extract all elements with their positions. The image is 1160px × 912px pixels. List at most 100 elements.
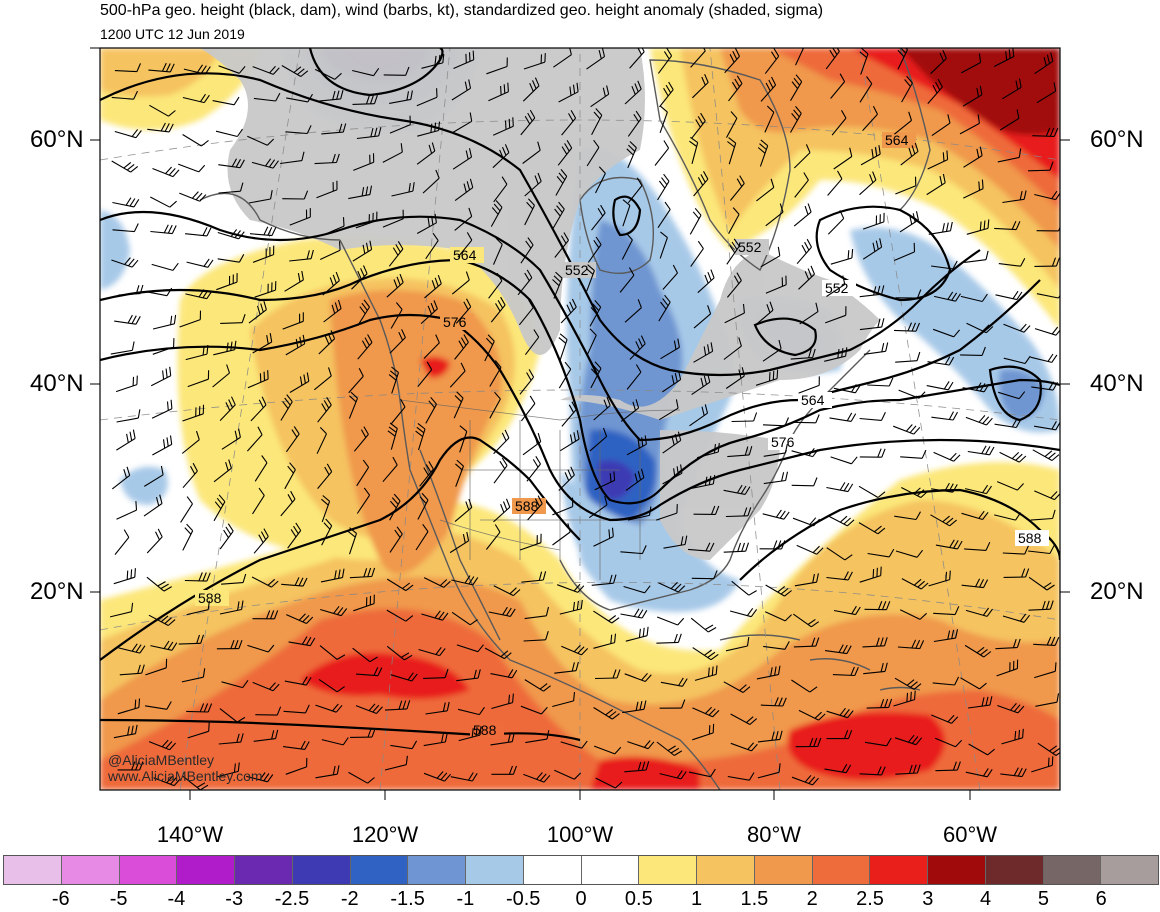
wind-barb (899, 211, 919, 233)
wind-barb (629, 335, 646, 360)
wind-barb (451, 611, 478, 626)
wind-barb (181, 430, 200, 454)
wind-barb (1003, 355, 1031, 365)
wind-barb (995, 638, 1021, 650)
wind-barb (352, 67, 380, 77)
wind-barb (485, 524, 501, 550)
wind-barb (660, 677, 688, 687)
wind-barb (795, 48, 805, 66)
wind-barb (764, 48, 780, 74)
wind-barb (967, 445, 995, 456)
wind-barb (764, 611, 792, 622)
wind-barb (894, 111, 913, 135)
colorbar-bin (350, 856, 409, 884)
wind-barb (893, 242, 916, 262)
wind-barb (560, 430, 580, 452)
wind-barb (689, 207, 702, 235)
contour-labels: 564 576 552 588 564 576 552 564 552 588 … (195, 132, 1049, 738)
wind-barb (318, 330, 336, 355)
wind-barb (246, 772, 274, 783)
wind-barb (182, 523, 194, 551)
boundary-us-mexico (439, 519, 561, 551)
wind-barb (901, 578, 929, 590)
wind-barb (217, 229, 245, 240)
wind-barb (185, 289, 213, 300)
wind-barb (594, 471, 616, 491)
wind-barb (321, 518, 333, 546)
wind-barb (960, 677, 987, 690)
wind-barb (289, 372, 310, 393)
wind-barb (964, 644, 992, 658)
wind-barb (111, 160, 139, 173)
wind-barb (691, 570, 718, 580)
wind-barb (357, 334, 373, 360)
wind-barb (152, 166, 180, 178)
wind-barb (349, 567, 376, 579)
wind-barb (791, 447, 819, 458)
wind-barb (254, 281, 277, 298)
wind-barb (519, 369, 535, 395)
wind-barb (558, 361, 572, 389)
wind-barb (484, 334, 495, 362)
wind-barb (561, 644, 589, 656)
anomaly-region-lightblue-west-edge (100, 210, 130, 290)
wind-barb (1036, 293, 1060, 299)
wind-barb (423, 577, 451, 588)
wind-barb (595, 166, 606, 194)
wind-barb (148, 614, 176, 626)
coast-caribbean-islands (719, 634, 921, 691)
wind-barb (627, 110, 642, 137)
wind-barb (997, 148, 1022, 163)
wind-barb (422, 169, 440, 194)
wind-barb (391, 182, 415, 197)
wind-barb (318, 678, 345, 693)
wind-barb (423, 733, 448, 747)
wind-barb (355, 667, 383, 677)
wind-barb (620, 545, 647, 555)
contour-closed-low-arctic (308, 48, 444, 97)
wind-barb (389, 493, 401, 521)
wind-barb (454, 178, 474, 202)
wind-barb (1003, 568, 1030, 578)
wind-barb (996, 659, 1019, 677)
wind-barb (353, 153, 375, 171)
wind-barb (284, 462, 296, 490)
wind-barb (118, 284, 144, 296)
wind-barb (219, 523, 234, 550)
wind-barb (454, 498, 473, 523)
colorbar-bin (466, 856, 524, 884)
wind-barb (150, 366, 172, 387)
contour-label: 588 (473, 722, 497, 738)
wind-barb (827, 170, 843, 196)
wind-barb (552, 271, 563, 299)
wind-barb (725, 507, 752, 518)
wind-barb (593, 610, 620, 624)
wind-barb (658, 294, 671, 322)
wind-barb (517, 269, 533, 296)
wind-barb (219, 600, 244, 615)
wind-barb (933, 451, 961, 462)
wind-barb (926, 173, 946, 196)
wind-barb (420, 300, 438, 325)
wind-barb (216, 640, 243, 650)
wind-barb (961, 578, 989, 589)
wind-barb (860, 145, 881, 166)
wind-barb (288, 636, 316, 647)
anomaly-region-lightblue-pacific (120, 466, 168, 505)
contour-label: 564 (453, 247, 477, 263)
wind-barb (726, 272, 742, 298)
wind-barb (893, 690, 916, 707)
wind-barb (798, 709, 826, 721)
wind-barb (561, 110, 577, 136)
wind-barb (927, 78, 943, 104)
wind-barb (794, 172, 809, 198)
wind-barb (555, 169, 568, 196)
wind-barb (659, 105, 668, 133)
wind-barb (182, 93, 210, 104)
wind-barb (931, 260, 958, 270)
wind-barb (756, 665, 781, 680)
wind-barb (151, 399, 173, 419)
wind-barb (518, 299, 534, 326)
wind-barb (116, 501, 138, 520)
wind-barb (111, 90, 138, 100)
